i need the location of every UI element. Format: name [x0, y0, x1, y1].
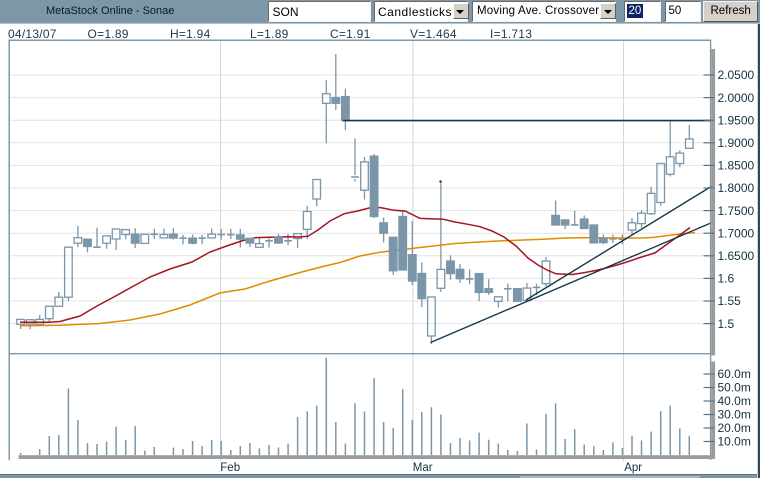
- svg-text:Feb: Feb: [220, 462, 240, 474]
- svg-text:30.0m: 30.0m: [718, 408, 751, 422]
- svg-text:1.8000: 1.8000: [718, 181, 755, 195]
- svg-text:60.0m: 60.0m: [718, 367, 751, 381]
- svg-text:1.6500: 1.6500: [718, 249, 755, 263]
- svg-text:1.6: 1.6: [718, 272, 735, 286]
- svg-text:Apr: Apr: [624, 462, 642, 474]
- svg-text:2.0500: 2.0500: [718, 68, 755, 82]
- svg-text:50.0m: 50.0m: [718, 381, 751, 395]
- svg-text:1.7000: 1.7000: [718, 226, 755, 240]
- svg-text:Mar: Mar: [413, 462, 433, 474]
- svg-text:1.5: 1.5: [718, 317, 735, 331]
- svg-text:1.9000: 1.9000: [718, 136, 755, 150]
- svg-text:2.0000: 2.0000: [718, 91, 755, 105]
- svg-text:10.0m: 10.0m: [718, 435, 751, 449]
- svg-text:1.9500: 1.9500: [718, 113, 755, 127]
- svg-text:1.8500: 1.8500: [718, 159, 755, 173]
- svg-text:1.55: 1.55: [718, 294, 742, 308]
- svg-text:40.0m: 40.0m: [718, 394, 751, 408]
- svg-text:1.7500: 1.7500: [718, 204, 755, 218]
- svg-text:20.0m: 20.0m: [718, 421, 751, 435]
